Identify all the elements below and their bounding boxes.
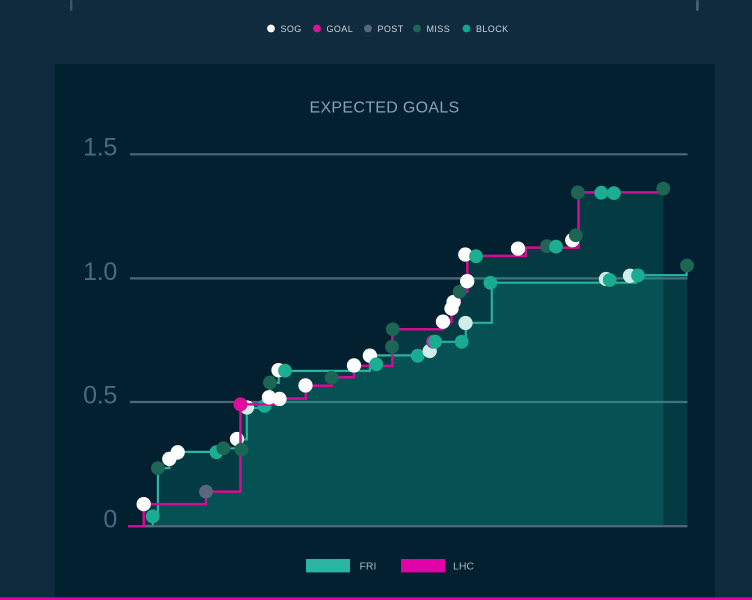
svg-text:EXPECTED GOALS: EXPECTED GOALS [309,100,459,117]
svg-text:1.5: 1.5 [83,134,117,162]
svg-text:1.0: 1.0 [83,258,117,286]
svg-text:POST: POST [378,24,404,34]
svg-text:GOAL: GOAL [327,24,354,34]
svg-text:0.5: 0.5 [83,381,117,409]
svg-text:SOG: SOG [281,24,302,34]
svg-text:LHC: LHC [453,561,474,573]
svg-text:FRI: FRI [360,561,377,573]
svg-text:0: 0 [103,506,117,534]
svg-text:MISS: MISS [427,24,451,34]
svg-text:BLOCK: BLOCK [476,24,509,34]
